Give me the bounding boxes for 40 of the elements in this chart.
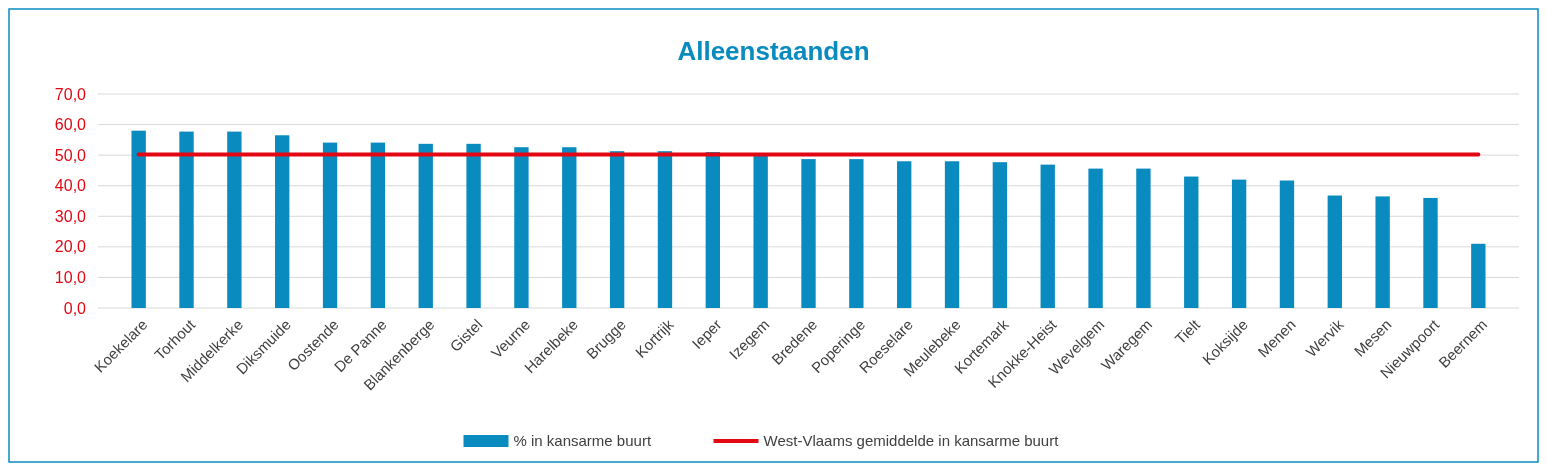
- y-tick-label: 0,0: [63, 299, 87, 317]
- bar: [1040, 164, 1055, 308]
- bar: [370, 142, 386, 308]
- y-tick-label: 10,0: [54, 269, 87, 287]
- bar: [227, 131, 242, 308]
- bar: [514, 147, 529, 308]
- bar: [897, 161, 912, 308]
- bar: [562, 147, 577, 308]
- y-tick-label: 60,0: [54, 116, 87, 134]
- bar: [1471, 243, 1486, 308]
- bar: [657, 151, 673, 308]
- y-tick-label: 20,0: [54, 238, 87, 256]
- x-tick-label: Tielt: [1171, 315, 1204, 348]
- bar: [1136, 168, 1151, 308]
- bar: [466, 143, 481, 308]
- bar: [1088, 168, 1103, 308]
- bar: [849, 159, 864, 308]
- bar: [418, 143, 433, 308]
- bar: [705, 152, 720, 308]
- bar: [131, 130, 146, 308]
- chart-title: Alleenstaanden: [677, 36, 870, 66]
- bar: [992, 162, 1008, 308]
- bar: [179, 131, 194, 308]
- y-tick-label: 30,0: [54, 207, 87, 225]
- y-tick-label: 40,0: [54, 177, 87, 195]
- bar: [944, 161, 960, 308]
- y-tick-label: 70,0: [54, 85, 87, 103]
- bar: [322, 142, 338, 308]
- bar: [1327, 195, 1342, 308]
- bar: [1279, 180, 1295, 308]
- bar: [801, 159, 816, 308]
- bar: [1375, 196, 1390, 308]
- bar: [1423, 197, 1438, 308]
- legend-label: West-Vlaams gemiddelde in kansarme buurt: [763, 432, 1060, 450]
- y-tick-label: 50,0: [54, 146, 87, 164]
- bar: [275, 135, 290, 308]
- bar: [1231, 179, 1247, 308]
- bar: [1184, 176, 1199, 308]
- legend-label: % in kansarme buurt: [513, 432, 652, 450]
- bar: [609, 151, 625, 308]
